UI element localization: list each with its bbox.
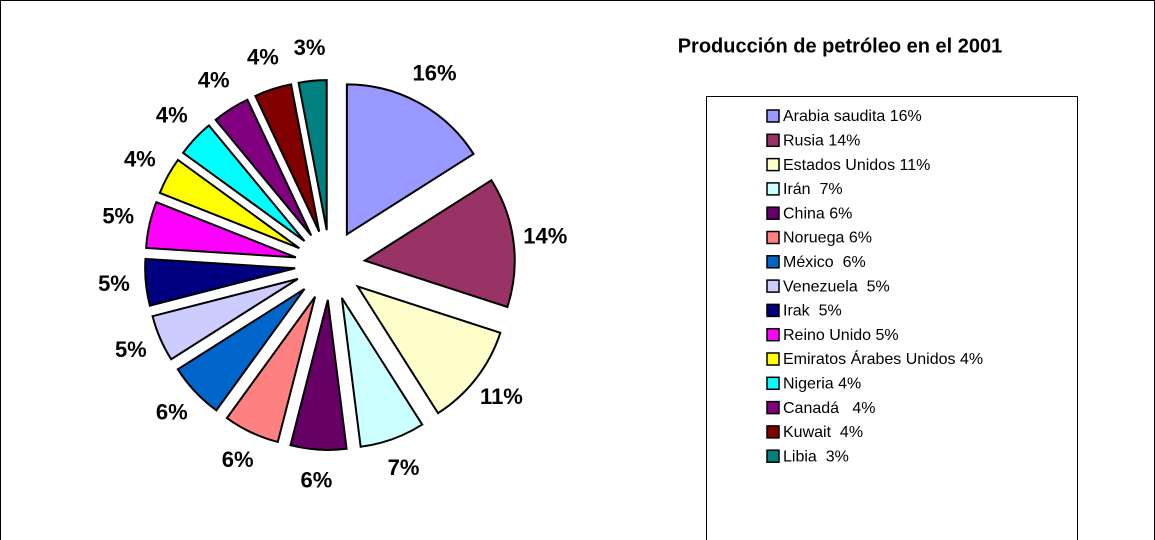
legend-label: Irak 5% bbox=[783, 303, 842, 320]
data-label: 4% bbox=[198, 68, 230, 93]
legend-label: Libia 3% bbox=[783, 448, 849, 465]
data-label: 11% bbox=[480, 384, 523, 409]
data-label: 6% bbox=[222, 447, 254, 472]
legend-swatch bbox=[766, 109, 780, 123]
legend-label: China 6% bbox=[783, 205, 852, 222]
legend-swatch bbox=[766, 157, 780, 172]
data-label: 16% bbox=[413, 61, 457, 86]
pie-slice bbox=[181, 124, 306, 242]
data-label: 3% bbox=[294, 35, 326, 60]
legend-label: Reino Unido 5% bbox=[783, 327, 899, 344]
legend-label: Arabia saudita 16% bbox=[783, 108, 922, 125]
data-label: 6% bbox=[300, 467, 332, 492]
pie-slice bbox=[151, 277, 299, 361]
data-label: 5% bbox=[98, 271, 130, 296]
legend-label: Irán 7% bbox=[783, 181, 843, 198]
chart-title: Producción de petróleo en el 2001 bbox=[678, 35, 1003, 57]
legend-swatch bbox=[766, 400, 780, 415]
legend-swatch bbox=[766, 206, 780, 220]
legend-swatch bbox=[766, 133, 780, 148]
pie-slice bbox=[297, 79, 328, 231]
data-label: 5% bbox=[115, 337, 147, 362]
pie-slice bbox=[253, 83, 321, 233]
legend-swatch bbox=[766, 425, 780, 439]
legend-label: Venezuela 5% bbox=[783, 278, 890, 295]
legend-label: México 6% bbox=[783, 254, 866, 271]
legend-swatch bbox=[766, 279, 780, 293]
legend-swatch bbox=[766, 255, 780, 269]
legend-label: Rusia 14% bbox=[783, 133, 860, 150]
legend-swatch bbox=[766, 303, 780, 318]
pie-slice bbox=[225, 296, 317, 444]
data-label: 7% bbox=[388, 455, 420, 480]
legend-label: Estados Unidos 11% bbox=[783, 157, 930, 174]
pie-slice bbox=[145, 200, 297, 259]
data-label: 5% bbox=[102, 203, 134, 228]
pie-slice bbox=[355, 284, 502, 415]
data-label: 4% bbox=[156, 102, 188, 127]
legend-label: Emiratos Árabes Unidos 4% bbox=[783, 349, 983, 368]
data-label: 4% bbox=[247, 44, 279, 69]
legend-swatch bbox=[766, 376, 780, 391]
legend-label: Nigeria 4% bbox=[783, 376, 861, 393]
legend-swatch bbox=[766, 352, 780, 366]
pie-slice bbox=[158, 158, 300, 250]
data-label: 6% bbox=[156, 399, 188, 424]
pie-slice bbox=[144, 257, 296, 307]
legend-label: Noruega 6% bbox=[783, 230, 872, 247]
legend-swatch bbox=[766, 449, 780, 463]
legend-swatch bbox=[766, 327, 780, 342]
legend-label: Canadá 4% bbox=[783, 400, 876, 417]
pie-slice bbox=[345, 83, 475, 237]
data-label: 14% bbox=[523, 224, 567, 249]
pie-slice bbox=[362, 178, 516, 309]
legend-swatch bbox=[766, 182, 780, 196]
legend-swatch bbox=[766, 230, 780, 245]
legend-label: Kuwait 4% bbox=[783, 424, 863, 441]
data-label: 4% bbox=[124, 146, 156, 171]
pie-slice bbox=[176, 288, 306, 412]
pie-slice bbox=[289, 299, 348, 451]
pie-slice bbox=[340, 297, 424, 448]
pie-slice bbox=[214, 98, 313, 237]
